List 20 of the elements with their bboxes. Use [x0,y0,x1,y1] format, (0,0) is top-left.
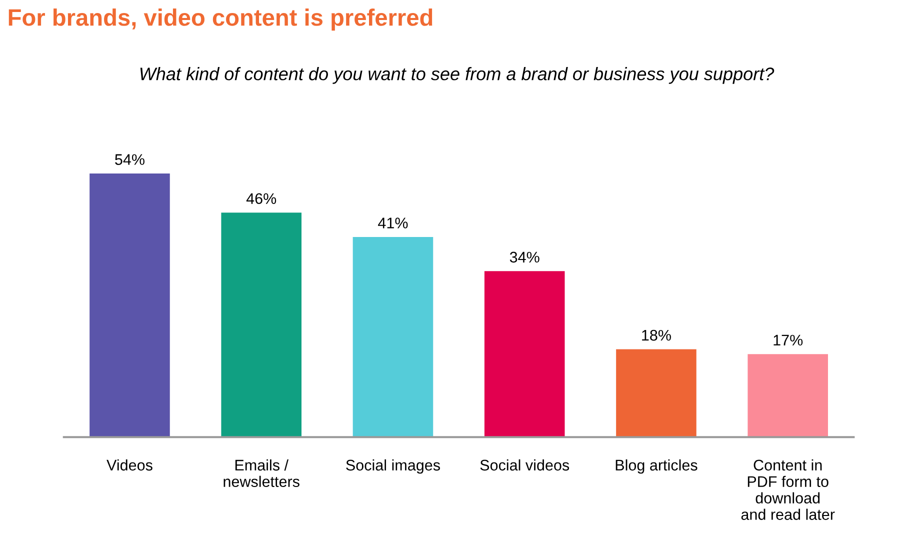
bar [221,212,302,438]
bar [352,236,434,438]
data-label: 46% [246,193,276,204]
data-label: 54% [115,154,144,165]
x-tick-label: Social videos [480,459,570,471]
x-tick-label: Videos [106,459,152,471]
chart-subtitle: What kind of content do you want to see from a brand or business you support? [140,67,774,84]
data-label: 18% [642,330,671,341]
x-tick-label: Blog articles [616,459,698,474]
data-label: 41% [378,218,408,228]
data-label: 17% [774,334,803,346]
chart-title: For brands, video content is preferred [8,8,432,31]
bar [90,174,170,438]
x-tick-label: Content in PDF form to download and read later [741,459,835,520]
x-tick-label: Emails / newsletters [224,459,300,488]
data-label: 34% [510,252,540,263]
bar [748,354,828,438]
x-tick-label: Social images [346,459,440,474]
bar [484,271,565,438]
bar [616,349,696,438]
